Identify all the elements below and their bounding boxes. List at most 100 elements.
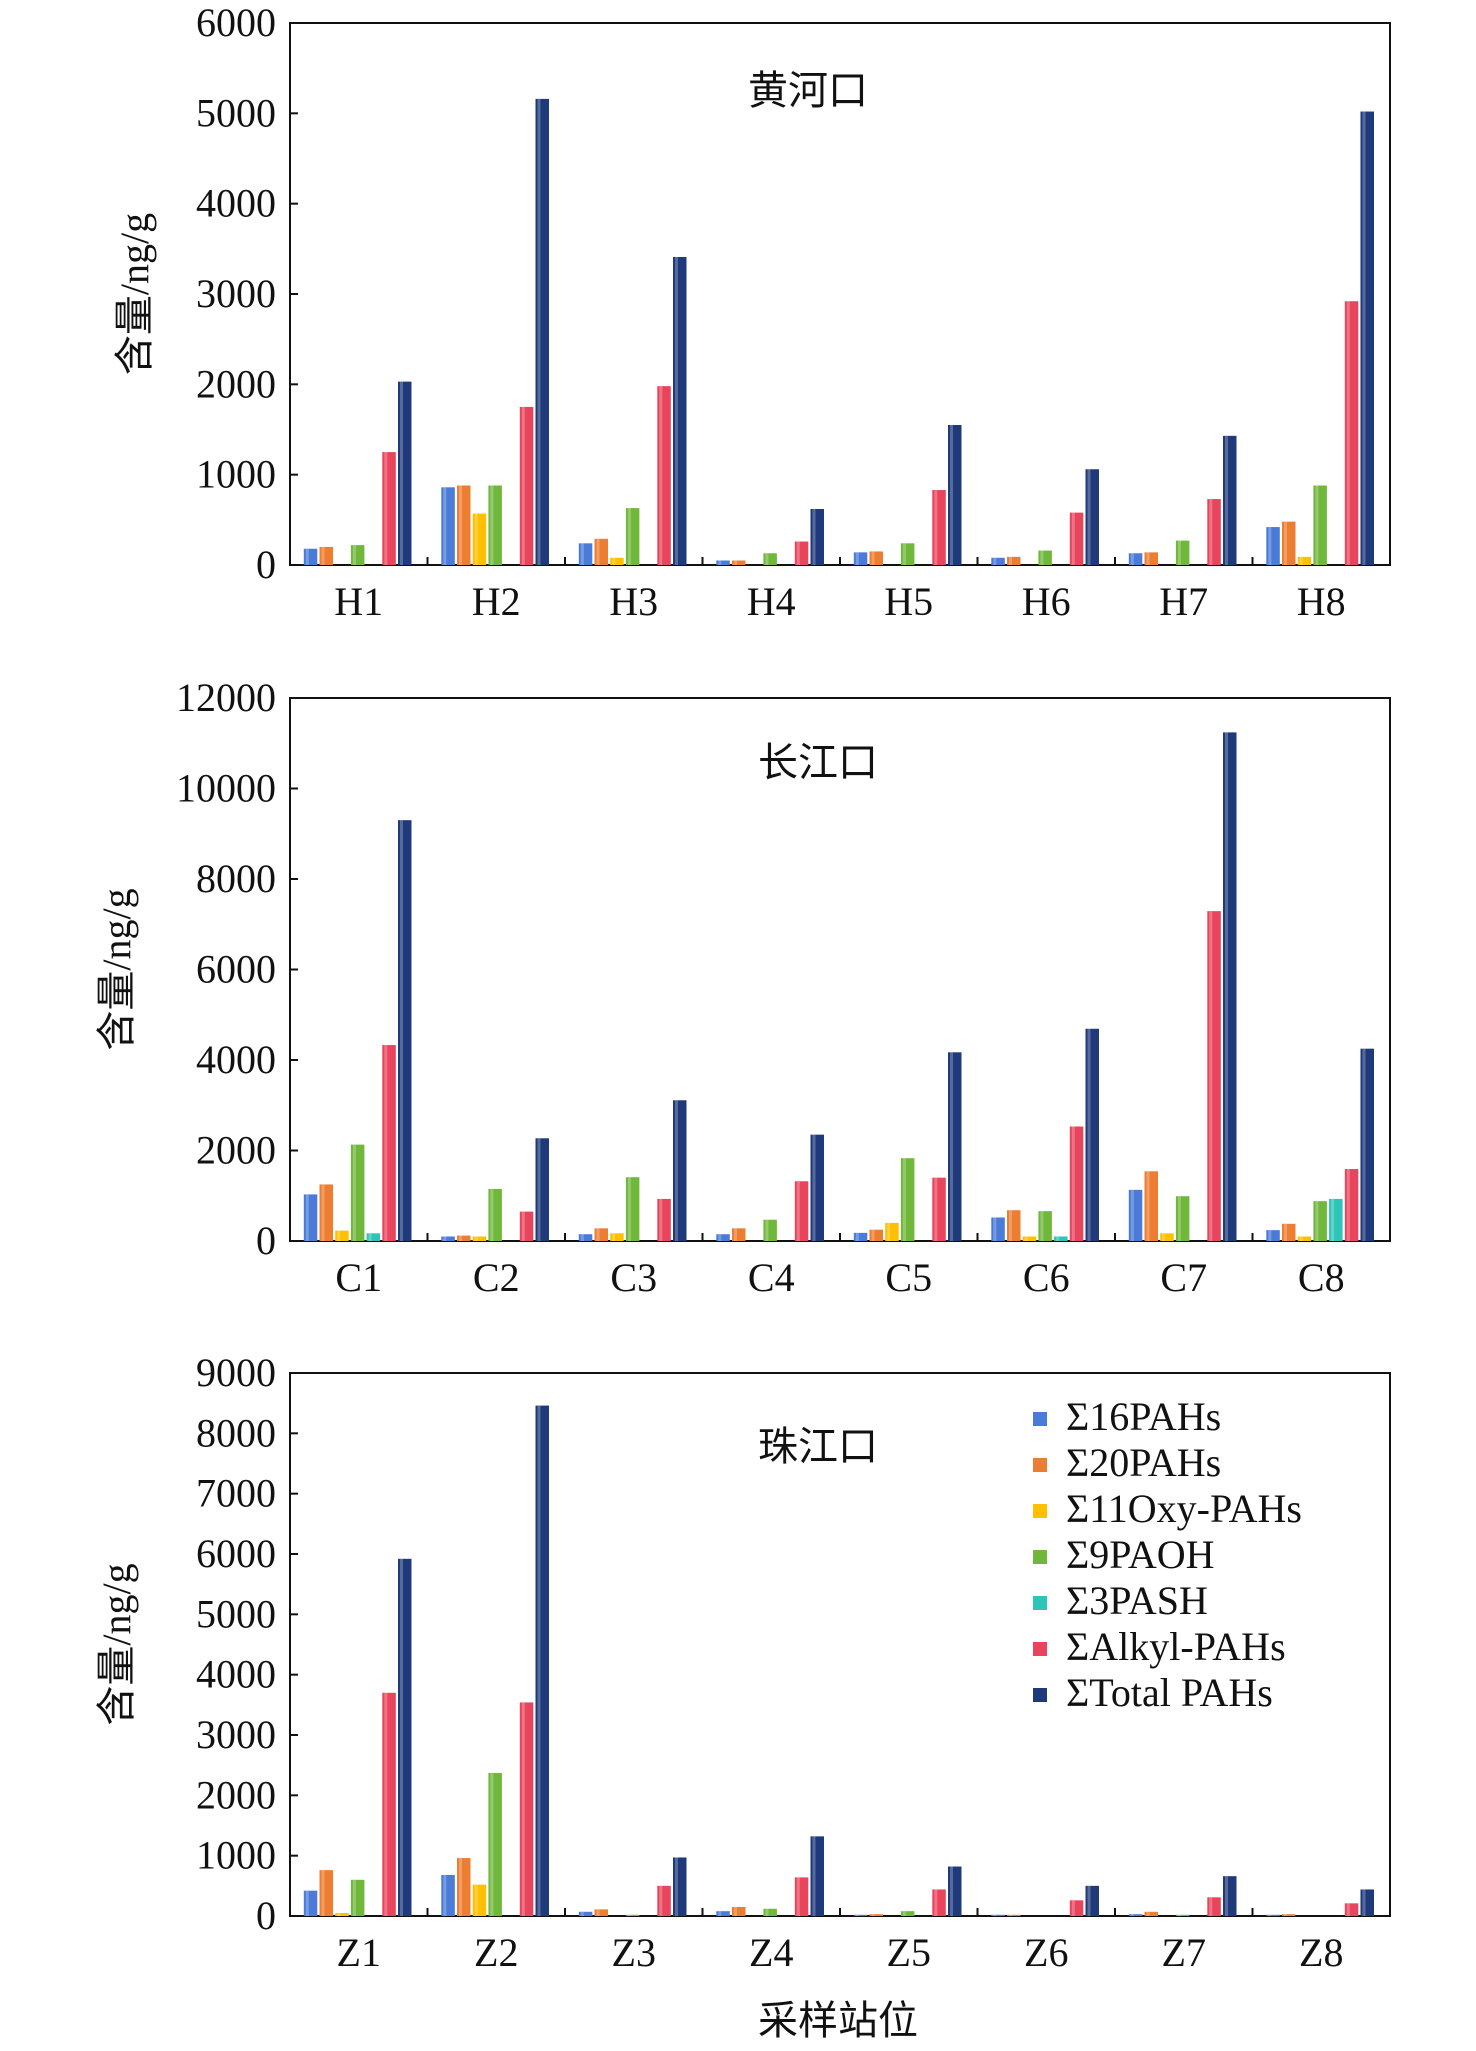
bar-highlight: [1284, 521, 1287, 565]
category-label: Z6: [1024, 1930, 1068, 1975]
bar: [716, 1234, 730, 1241]
category-label: Z3: [612, 1930, 656, 1975]
bar-highlight: [1130, 1914, 1134, 1916]
y-axis-title: 含量/ng/g: [94, 888, 139, 1050]
bar: [319, 546, 333, 565]
bar: [810, 1134, 824, 1241]
bar: [716, 1911, 730, 1916]
bar-highlight: [537, 1405, 541, 1916]
bar-highlight: [459, 485, 462, 565]
bar-highlight: [887, 1222, 891, 1241]
bar: [1282, 1914, 1296, 1916]
bar-highlight: [400, 820, 403, 1241]
bar-highlight: [337, 1230, 341, 1241]
bar-highlight: [627, 508, 631, 565]
bar: [1128, 1189, 1143, 1241]
bar: [398, 381, 412, 565]
bar: [716, 560, 730, 565]
bar: [1344, 1903, 1359, 1916]
bar: [1038, 1211, 1052, 1241]
y-tick-label: 0: [256, 1893, 276, 1938]
bar: [578, 1234, 593, 1241]
bar: [441, 1236, 455, 1241]
bar: [519, 1211, 534, 1241]
bar-highlight: [1009, 556, 1012, 565]
bar-highlight: [612, 1233, 616, 1241]
panel-title: 长江口: [758, 740, 878, 785]
bar: [335, 1912, 349, 1916]
panel-title: 珠江口: [758, 1424, 878, 1469]
y-tick-label: 2000: [196, 1772, 276, 1817]
bar-highlight: [580, 1234, 584, 1241]
bar: [1360, 1048, 1374, 1241]
category-label: H7: [1159, 579, 1208, 624]
bar: [488, 485, 502, 565]
bar: [657, 386, 671, 565]
bar-highlight: [1071, 1126, 1075, 1241]
y-tick-label: 0: [256, 1218, 276, 1263]
bar-highlight: [521, 406, 525, 565]
category-label: Z5: [887, 1930, 931, 1975]
category-label: C5: [885, 1255, 932, 1300]
bar-highlight: [1225, 732, 1228, 1241]
bar-highlight: [352, 545, 356, 565]
x-axis-title: 采样站位: [758, 1998, 918, 2043]
bar-highlight: [443, 487, 447, 565]
bar-highlight: [612, 557, 616, 565]
bar-highlight: [675, 1857, 678, 1916]
bar-highlight: [321, 546, 325, 565]
bar: [610, 557, 624, 565]
bar: [1038, 550, 1052, 565]
bar-highlight: [537, 98, 541, 565]
category-label: Z2: [474, 1930, 518, 1975]
bar: [900, 1911, 915, 1916]
bar-highlight: [871, 1229, 875, 1241]
bar: [1007, 556, 1021, 565]
bar: [1085, 1028, 1099, 1241]
bar-highlight: [765, 1219, 769, 1241]
legend-label: Σ3PASH: [1066, 1578, 1208, 1623]
category-label: C7: [1160, 1255, 1207, 1300]
panel-huanghekou: 0 1000 2000 3000 4000 5000 6000 H1 H2 H3 H4 H5 H6 H7 H…: [112, 0, 1391, 624]
bar-highlight: [1177, 1914, 1181, 1916]
bar-highlight: [1146, 1171, 1150, 1241]
bar-highlight: [659, 1198, 663, 1241]
bar: [1360, 1889, 1374, 1916]
bar-highlight: [950, 424, 953, 565]
legend-swatch: [1033, 1412, 1047, 1426]
bar: [457, 1858, 471, 1916]
bar-highlight: [1299, 1236, 1303, 1241]
bar-highlight: [596, 538, 600, 565]
bar: [1329, 1198, 1343, 1241]
bar: [1085, 469, 1099, 565]
bar: [1266, 1914, 1280, 1916]
bar-highlight: [871, 551, 875, 565]
bar-highlight: [1009, 1210, 1012, 1241]
bar: [1282, 1223, 1296, 1241]
bar: [932, 1889, 946, 1916]
y-tick-label: 1000: [196, 1833, 276, 1878]
bar: [810, 508, 824, 565]
category-label: C2: [473, 1255, 520, 1300]
bar-highlight: [1009, 1914, 1012, 1916]
y-axis-title: 含量/ng/g: [94, 1563, 139, 1725]
bar: [519, 406, 534, 565]
legend: Σ16PAHsΣ20PAHsΣ11Oxy-PAHsΣ9PAOHΣ3PASHΣAl…: [1033, 1394, 1302, 1715]
bar: [900, 1158, 915, 1241]
bar-highlight: [1315, 1201, 1319, 1241]
bar-highlight: [400, 381, 403, 565]
bar-highlight: [490, 1188, 494, 1241]
y-tick-label: 8000: [196, 1410, 276, 1455]
y-tick-label: 6000: [196, 1531, 276, 1576]
panel-changjiangkou: 0 2000 4000 6000 8000 10000 12000 C1 C2 C3 C4 C5 C6 C…: [94, 675, 1391, 1300]
bar-highlight: [902, 543, 906, 565]
bar-highlight: [521, 1702, 525, 1916]
panel-title: 黄河口: [748, 68, 868, 113]
bar: [519, 1702, 534, 1916]
bar: [948, 424, 962, 565]
bar-highlight: [718, 1911, 722, 1916]
category-label: H8: [1297, 579, 1346, 624]
bar: [1223, 732, 1237, 1241]
bar-highlight: [384, 1045, 388, 1241]
bar: [732, 560, 746, 565]
